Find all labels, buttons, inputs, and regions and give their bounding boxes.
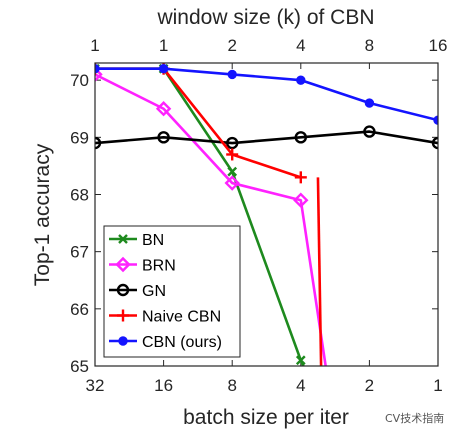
legend-marker bbox=[118, 336, 128, 346]
data-point bbox=[155, 101, 172, 117]
legend-item: BN bbox=[109, 232, 164, 249]
top-tick-label: 16 bbox=[429, 36, 448, 55]
data-point bbox=[296, 75, 306, 85]
top-tick-label: 1 bbox=[159, 36, 168, 55]
top-tick-label: 1 bbox=[90, 36, 99, 55]
x-tick-label: 4 bbox=[296, 376, 305, 395]
series-drop-line bbox=[316, 177, 323, 366]
x-tick-label: 16 bbox=[154, 376, 173, 395]
watermark: CV技术指南 bbox=[385, 411, 444, 425]
y-tick-label: 68 bbox=[70, 185, 89, 204]
x-tick-label: 8 bbox=[227, 376, 236, 395]
legend-label: BRN bbox=[142, 258, 176, 275]
data-point bbox=[227, 166, 238, 177]
y-tick-label: 66 bbox=[70, 300, 89, 319]
legend-marker bbox=[115, 256, 131, 273]
series-cbn-ours bbox=[95, 64, 438, 125]
data-point bbox=[95, 136, 102, 150]
top-tick-label: 2 bbox=[227, 36, 236, 55]
legend-marker bbox=[117, 309, 129, 322]
data-point bbox=[157, 131, 170, 144]
data-point bbox=[294, 171, 307, 184]
top-tick-label: 4 bbox=[296, 36, 305, 55]
data-point bbox=[224, 175, 240, 191]
data-point bbox=[431, 136, 438, 150]
series-line bbox=[95, 67, 438, 122]
data-point bbox=[227, 69, 237, 80]
top-axis-title: window size (k) of CBN bbox=[156, 6, 374, 29]
data-point bbox=[295, 355, 306, 366]
legend-label: GN bbox=[142, 283, 166, 300]
legend-label: BN bbox=[142, 232, 164, 249]
data-point bbox=[226, 148, 239, 161]
plot-frame bbox=[94, 62, 439, 367]
data-point bbox=[225, 136, 239, 150]
data-point bbox=[158, 64, 169, 74]
legend-marker bbox=[116, 283, 130, 297]
x-tick-label: 2 bbox=[365, 376, 374, 395]
x-tick-label: 1 bbox=[433, 376, 442, 395]
legend-item: Naive CBN bbox=[109, 309, 221, 326]
series-line bbox=[95, 73, 327, 366]
legend-item: BRN bbox=[109, 256, 176, 275]
series-brn bbox=[95, 66, 327, 366]
series-line bbox=[95, 67, 302, 179]
y-axis-title: Top-1 accuracy bbox=[31, 143, 54, 286]
top-tick-label: 8 bbox=[365, 36, 374, 55]
y-tick-label: 70 bbox=[70, 71, 89, 90]
series-gn bbox=[95, 125, 438, 150]
legend-marker bbox=[118, 234, 128, 244]
legend-label: CBN (ours) bbox=[142, 334, 222, 351]
legend-item: GN bbox=[109, 283, 166, 300]
data-point bbox=[293, 192, 309, 208]
x-axis-title: batch size per iter bbox=[183, 406, 349, 429]
data-point bbox=[294, 131, 307, 144]
x-tick-label: 32 bbox=[86, 376, 105, 395]
legend-label: Naive CBN bbox=[142, 309, 221, 326]
legend-item: CBN (ours) bbox=[109, 334, 222, 351]
legend: BN BRN GN Naive CBN CBN (ours) bbox=[103, 225, 241, 358]
data-point bbox=[364, 98, 375, 108]
data-point bbox=[95, 66, 103, 83]
series-line bbox=[95, 130, 438, 145]
y-tick-label: 67 bbox=[70, 243, 89, 262]
y-tick-label: 69 bbox=[70, 128, 89, 147]
data-point bbox=[363, 125, 376, 138]
y-tick-label: 65 bbox=[70, 357, 89, 376]
